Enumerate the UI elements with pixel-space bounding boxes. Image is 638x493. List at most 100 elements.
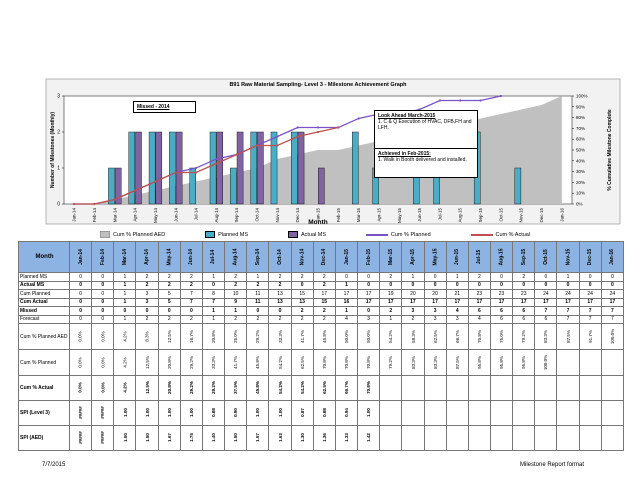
table-cell: 1	[224, 306, 248, 316]
table-cell: 15	[290, 289, 314, 299]
table-cell: 29.2%	[201, 375, 226, 401]
table-cell-value: 0.87	[299, 408, 305, 417]
table-cell: 0	[68, 280, 93, 290]
table-cell: 1	[401, 272, 425, 282]
table-cell-value: 0.0%	[100, 356, 106, 368]
table-cell-value: 100.0%	[609, 328, 615, 344]
table-cell-value: 29.2%	[255, 329, 261, 343]
bar-planned-ms	[128, 131, 136, 205]
point-cum-planned	[316, 126, 320, 129]
x-tick-label: Sep-15	[478, 208, 483, 223]
point-cum-actual	[215, 162, 218, 165]
x-tick-label: Feb-14	[92, 208, 97, 223]
table-month-label: Mar-15	[387, 248, 394, 266]
table-month-header: Nov-14	[290, 241, 314, 273]
table-cell-value: 8.3%	[144, 330, 150, 342]
y2-tick-label: 80%	[576, 115, 585, 120]
table-cell: 0	[91, 289, 115, 299]
table-cell: 1	[334, 280, 359, 290]
annotation-achieved-title: Achieved in Feb-2015:	[378, 151, 431, 157]
table-month-label: Dec-14	[321, 248, 328, 266]
annotation-missed-title: Missed - 2014	[137, 104, 170, 110]
table-cell: 17	[489, 297, 514, 307]
table-cell: 29.2%	[179, 349, 203, 376]
point-cum-actual	[194, 171, 198, 174]
table-cell: 79.2%	[379, 349, 403, 376]
chart-svg: B91 Raw Material Sampling- Level 3 - Mil…	[45, 78, 621, 226]
table-cell-value: 79.2%	[521, 329, 527, 343]
table-cell-value: #####	[78, 406, 84, 419]
table-cell: 7	[578, 314, 602, 324]
table-cell-value: 54.2%	[277, 355, 283, 369]
bar-planned-ms	[189, 167, 196, 205]
table-cell: 17	[600, 297, 625, 307]
table-cell-value: 1.36	[321, 433, 327, 442]
table-cell: 1	[113, 289, 137, 299]
table-cell: 62.5%	[290, 349, 314, 376]
legend-item-planned-ms: Planned MS	[205, 231, 248, 238]
table-cell: 0	[534, 280, 558, 290]
table-cell: 7	[600, 314, 625, 324]
table-cell: 0	[91, 297, 115, 307]
table-cell: 1	[445, 272, 469, 282]
table-cell: 2	[268, 272, 292, 282]
table-cell-value: 45.8%	[255, 355, 261, 369]
table-cell: 29.2%	[179, 375, 203, 401]
table-cell-value: 1.42	[366, 433, 372, 442]
line-cum-actual	[74, 126, 339, 205]
table-cell: 100.0%	[600, 323, 625, 350]
table-cell: 66.7%	[445, 323, 469, 350]
bar-actual-ms	[155, 131, 163, 205]
x-tick-label: Apr-14	[133, 208, 138, 222]
table-cell: 0	[68, 306, 93, 316]
bar-actual-ms	[236, 131, 244, 205]
table-cell: 2	[290, 314, 314, 324]
table-cell: 17	[357, 297, 381, 307]
bar-planned-ms	[209, 131, 217, 205]
table-cell: 2	[312, 314, 336, 324]
table-cell	[578, 349, 602, 376]
table-cell	[423, 375, 447, 401]
table-cell: 2	[379, 306, 403, 316]
table-cell: 2	[312, 306, 336, 316]
table-cell: 2	[290, 272, 314, 282]
y2-tick-label: 30%	[576, 169, 585, 174]
table-cell: 20.8%	[157, 349, 181, 376]
table-cell: 10	[224, 289, 248, 299]
table-month-header: Sep-14	[246, 241, 270, 273]
table-cell: 3	[423, 306, 447, 316]
table-row-label: Planned MS	[18, 272, 70, 282]
point-cum-actual	[93, 202, 96, 206]
table-cell-value: 4.2%	[122, 356, 128, 368]
table-cell	[467, 400, 491, 426]
x-tick-label: Mar-15	[356, 208, 361, 223]
table-cell: 41.7%	[290, 323, 314, 350]
table-cell: 0	[68, 272, 93, 282]
table-cell: 50.0%	[334, 323, 359, 350]
table-cell-value: 70.8%	[343, 355, 349, 369]
table-cell: 17	[534, 297, 558, 307]
table-cell-value: 70.8%	[476, 329, 482, 343]
table-cell: 6	[467, 306, 491, 316]
point-cum-planned	[194, 166, 198, 170]
point-cum-actual	[337, 126, 340, 129]
table-cell	[556, 349, 580, 376]
table-cell-value: 41.7%	[299, 329, 305, 343]
table-cell: 0	[489, 272, 514, 282]
table-cell: 0.88	[312, 400, 336, 426]
table-cell: 0	[357, 306, 381, 316]
table-row: Cum Planned 0 0 1 3 5 7 8 10 11 13 15 17 17 17 19 20 20 21…	[18, 289, 625, 299]
point-cum-planned	[499, 94, 502, 98]
table-month-header: Aug-15	[489, 241, 514, 273]
legend-item-cum-planned: Cum % Planned	[365, 232, 431, 238]
table-cell: 1.00	[357, 400, 381, 426]
table-cell: 7	[201, 297, 226, 307]
table-cell: 24	[600, 289, 625, 299]
point-cum-actual	[73, 202, 76, 206]
table-cell: 20	[401, 289, 425, 299]
table-cell	[401, 400, 425, 426]
table-cell: 1.00	[135, 400, 159, 426]
table-cell-value: 0.0%	[78, 330, 84, 342]
table-cell: 7	[534, 306, 558, 316]
table-month-label: Aug-15	[498, 248, 505, 266]
